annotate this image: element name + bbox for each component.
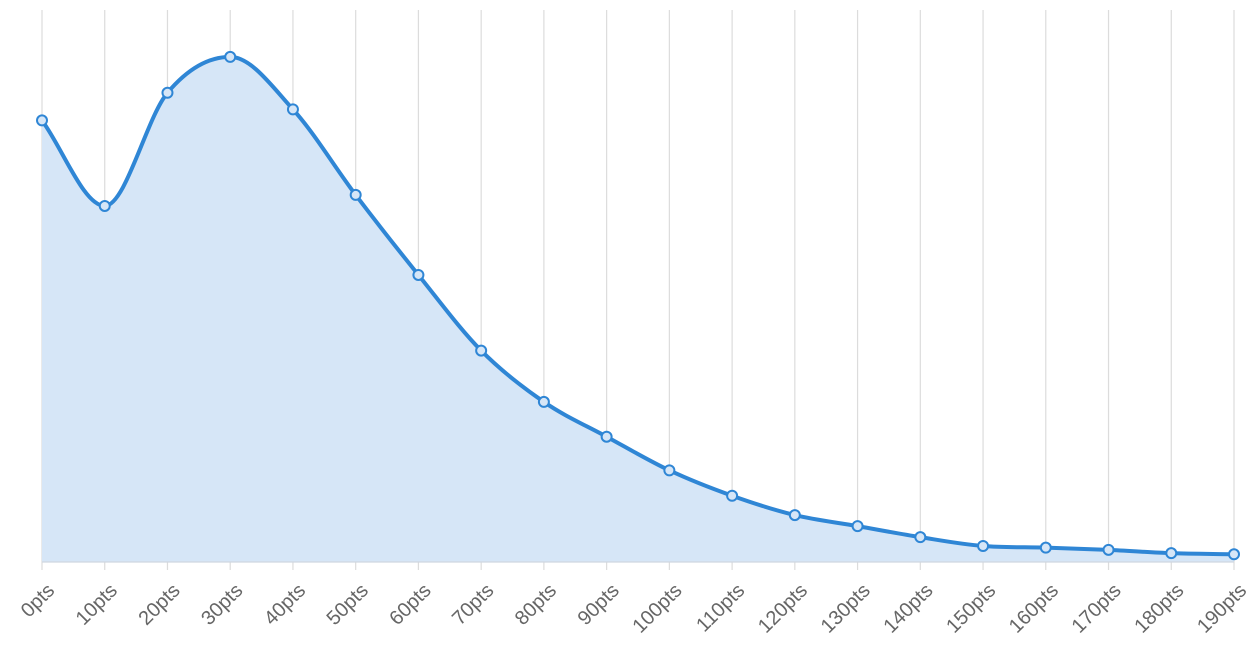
x-tick-label: 30pts	[197, 580, 247, 630]
data-point-20pts[interactable]	[161, 86, 174, 99]
data-point-190pts[interactable]	[1228, 548, 1240, 561]
data-point-30pts[interactable]	[224, 50, 237, 63]
data-point-80pts[interactable]	[537, 395, 550, 408]
x-tick-label: 190pts	[1193, 580, 1251, 638]
data-point-50pts[interactable]	[349, 188, 362, 201]
x-tick-label: 150pts	[942, 580, 1000, 638]
x-tick-label: 170pts	[1068, 580, 1126, 638]
data-point-170pts[interactable]	[1102, 543, 1115, 556]
x-tick-label: 180pts	[1130, 580, 1188, 638]
x-tick-label: 90pts	[574, 580, 624, 630]
x-tick-label: 0pts	[17, 580, 59, 622]
x-tick-label: 70pts	[448, 580, 498, 630]
data-points	[36, 50, 1240, 561]
x-tick-label: 50pts	[323, 580, 373, 630]
x-tick-label: 130pts	[817, 580, 875, 638]
data-point-130pts[interactable]	[851, 520, 864, 533]
x-tick-label: 120pts	[754, 580, 812, 638]
data-point-60pts[interactable]	[412, 268, 425, 281]
data-point-120pts[interactable]	[788, 509, 801, 522]
x-tick-label: 100pts	[628, 580, 686, 638]
data-point-40pts[interactable]	[286, 103, 299, 116]
data-point-70pts[interactable]	[475, 344, 488, 357]
area-fill	[42, 56, 1234, 563]
x-tick-label: 40pts	[260, 580, 310, 630]
x-tick-label: 160pts	[1005, 580, 1063, 638]
data-point-0pts[interactable]	[36, 114, 48, 127]
data-point-110pts[interactable]	[726, 489, 739, 502]
data-point-160pts[interactable]	[1039, 541, 1052, 554]
x-tick-label: 80pts	[511, 580, 561, 630]
x-tick-label: 110pts	[692, 580, 749, 637]
series-line	[40, 54, 1236, 557]
grid-lines	[41, 10, 1235, 570]
data-point-10pts[interactable]	[98, 199, 111, 212]
x-tick-label: 140pts	[879, 580, 937, 638]
data-point-100pts[interactable]	[663, 464, 676, 477]
x-tick-label: 20pts	[134, 580, 184, 630]
data-point-180pts[interactable]	[1165, 547, 1178, 560]
data-point-140pts[interactable]	[914, 531, 927, 544]
data-point-90pts[interactable]	[600, 430, 613, 443]
x-tick-labels: 0pts 10pts 20pts 30pts 40pts 50pts 60pts 70pts 8…	[17, 580, 1251, 638]
data-point-150pts[interactable]	[977, 539, 990, 552]
x-tick-label: 10pts	[72, 580, 122, 630]
x-tick-label: 60pts	[385, 580, 435, 630]
